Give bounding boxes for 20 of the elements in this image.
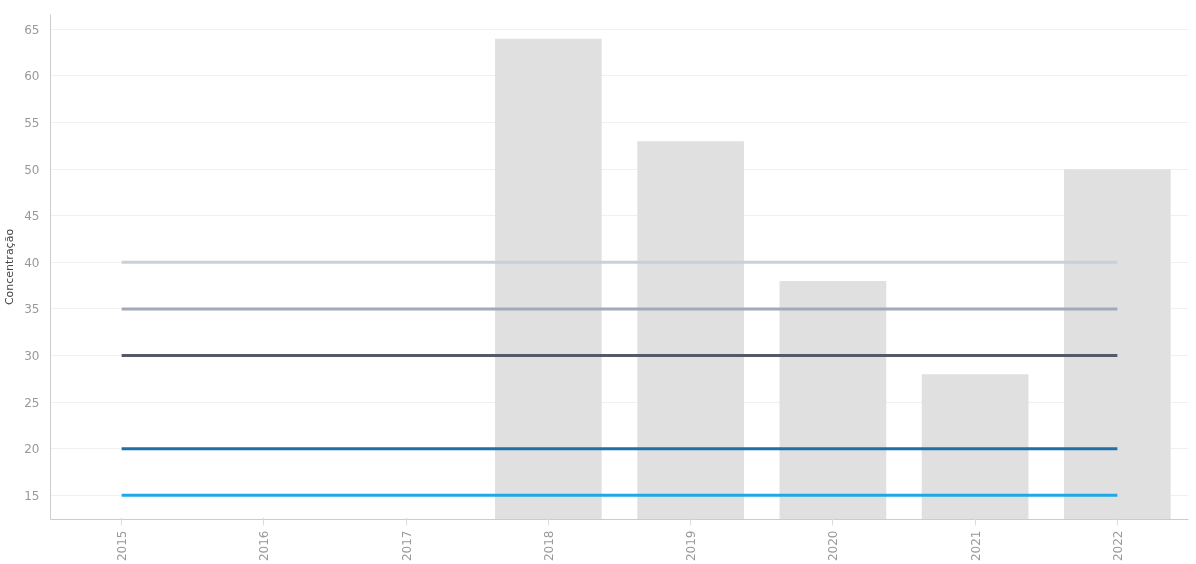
- x-tick-label: 2019: [684, 530, 699, 562]
- y-tick-label: 25: [24, 395, 40, 410]
- y-tick-label: 55: [24, 116, 40, 131]
- y-tick-label: 50: [24, 162, 40, 177]
- y-tick-label: 15: [24, 488, 40, 503]
- y-tick-label: 20: [24, 442, 40, 457]
- y-tick-label: 35: [24, 302, 40, 317]
- y-tick-label: 45: [24, 209, 40, 224]
- x-tick-label: 2018: [541, 530, 556, 562]
- y-axis-title: Concentração: [3, 228, 17, 306]
- x-tick-label: 2020: [826, 530, 841, 562]
- y-tick-label: 60: [24, 69, 40, 84]
- x-tick-label: 2017: [399, 530, 414, 562]
- y-tick-label: 40: [24, 255, 40, 270]
- x-tick-label: 2021: [968, 530, 983, 562]
- y-tick-label: 30: [24, 349, 40, 364]
- x-tick-label: 2022: [1110, 530, 1125, 562]
- y-tick-label: 65: [24, 22, 40, 37]
- x-tick-label: 2016: [257, 530, 272, 562]
- x-tick-label: 2015: [115, 530, 130, 562]
